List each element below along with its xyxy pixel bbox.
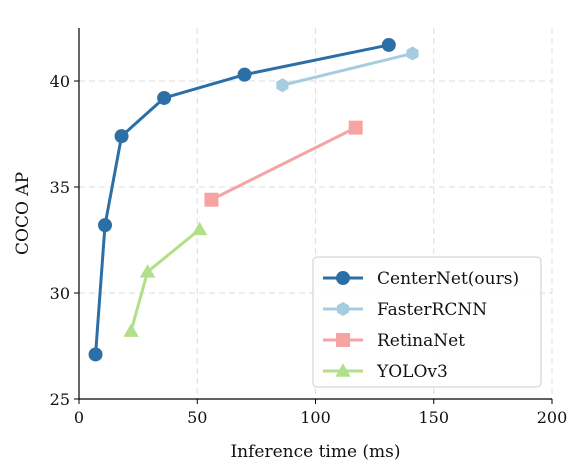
- series-layer: [88, 37, 419, 362]
- data-point-fasterrcnn: [406, 46, 419, 61]
- axes: 0 50 100 150 200 25 30 35 40 Inference time (ms) C…: [13, 28, 567, 462]
- legend-frame: [312, 256, 542, 388]
- y-tick-label: 40: [50, 72, 70, 91]
- x-tick-label: 100: [300, 408, 331, 427]
- x-tick-label: 50: [187, 408, 207, 427]
- series-yolov3: [123, 221, 208, 337]
- data-point-centernet-ours: [88, 347, 103, 362]
- data-point-centernet-ours: [114, 129, 129, 144]
- y-tick-label: 25: [50, 390, 70, 409]
- data-point-retinanet: [204, 192, 219, 207]
- legend-label-centernet-ours: CenterNet(ours): [377, 269, 519, 289]
- legend-marker-centernet-ours: [336, 271, 350, 285]
- x-axis-label: Inference time (ms): [230, 442, 400, 462]
- data-point-yolov3: [191, 221, 208, 236]
- series-line-yolov3: [129, 227, 202, 333]
- x-tick-label: 200: [537, 408, 568, 427]
- legend-label-fasterrcnn: FasterRCNN: [377, 300, 487, 320]
- x-tick-label: 150: [418, 408, 449, 427]
- series-retinanet: [204, 120, 363, 207]
- legend-marker-fasterrcnn: [336, 302, 350, 316]
- y-tick-label: 30: [50, 284, 70, 303]
- legend: CenterNet(ours) FasterRCNN RetinaNet YOLOv3: [312, 256, 542, 388]
- legend-marker-retinanet: [336, 333, 350, 347]
- y-tick-label: 35: [50, 178, 70, 197]
- series-fasterrcnn: [276, 46, 419, 93]
- legend-marker-yolov3: [335, 363, 351, 377]
- legend-label-retinanet: RetinaNet: [377, 331, 465, 351]
- data-point-centernet-ours: [157, 90, 172, 105]
- series-line-fasterrcnn: [280, 51, 414, 87]
- data-point-centernet-ours: [98, 218, 113, 233]
- data-point-centernet-ours: [381, 37, 396, 52]
- data-point-fasterrcnn: [276, 78, 289, 93]
- data-point-retinanet: [348, 120, 363, 135]
- series-centernet-ours: [88, 37, 396, 362]
- legend-label-yolov3: YOLOv3: [376, 362, 448, 382]
- data-point-yolov3: [123, 323, 139, 337]
- data-point-centernet-ours: [237, 67, 252, 82]
- y-axis-label: COCO AP: [13, 172, 33, 255]
- series-line-centernet-ours: [94, 43, 391, 356]
- x-tick-label: 0: [74, 408, 84, 427]
- data-point-yolov3: [139, 264, 156, 278]
- series-line-retinanet: [209, 126, 358, 202]
